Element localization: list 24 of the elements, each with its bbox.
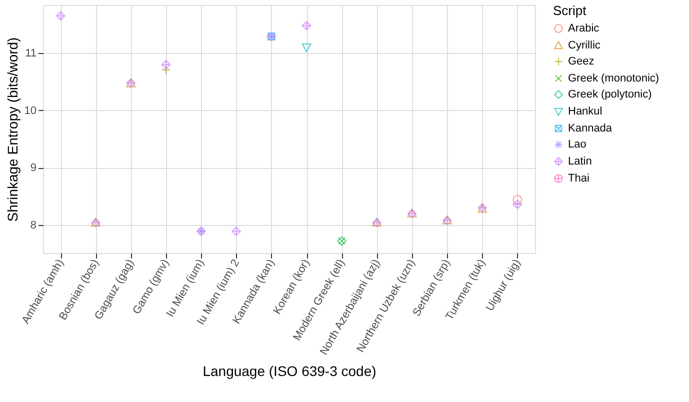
point — [512, 200, 522, 209]
y-axis-title: Shrinkage Entropy (bits/word) — [4, 37, 20, 222]
legend-label: Cyrillic — [568, 40, 601, 52]
legend-label: Kannada — [568, 122, 613, 134]
y-tick-label: 8 — [30, 219, 36, 232]
legend-title: Script — [553, 3, 587, 18]
legend-label: Thai — [568, 172, 590, 184]
point — [512, 195, 522, 204]
legend-label: Latin — [568, 156, 592, 168]
point — [161, 60, 171, 70]
point — [56, 11, 66, 21]
legend-label: Greek (polytonic) — [568, 88, 652, 100]
point — [232, 226, 241, 236]
y-tick-label: 10 — [24, 104, 36, 117]
point — [302, 44, 312, 52]
legend-label: Lao — [568, 138, 586, 150]
legend-label: Hankul — [568, 106, 602, 118]
legend-label: Greek (monotonic) — [568, 72, 660, 84]
point — [302, 20, 312, 30]
x-axis-title: Language (ISO 639-3 code) — [202, 363, 376, 380]
legend-label: Geez — [568, 56, 594, 68]
y-tick-label: 11 — [25, 48, 36, 60]
legend-label: Arabic — [568, 22, 600, 34]
y-tick-label: 9 — [30, 162, 36, 174]
